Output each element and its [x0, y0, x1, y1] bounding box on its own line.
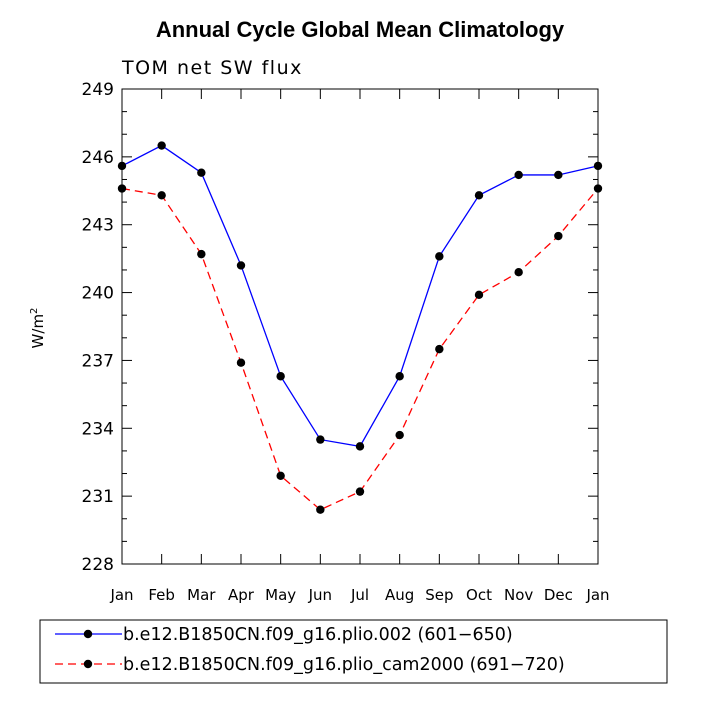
- series-1-point: [395, 372, 404, 381]
- x-tick-label: Oct: [466, 586, 492, 604]
- legend-box: [39, 619, 668, 684]
- series-1-point: [197, 168, 206, 177]
- y-tick-label: 234: [82, 419, 114, 439]
- series-2-point: [355, 487, 365, 496]
- x-tick-label: Apr: [228, 586, 255, 604]
- series-2-point: [395, 430, 404, 440]
- series-2-point: [316, 505, 325, 514]
- series-1-point: [157, 141, 166, 150]
- series-2-point: [593, 184, 603, 193]
- y-tick-label: 249: [82, 80, 114, 100]
- legend-label-2: b.e12.B1850CN.f09_g16.plio_cam2000 (691−…: [123, 655, 565, 675]
- series-1-point: [276, 372, 285, 381]
- legend: b.e12.B1850CN.f09_g16.plio.002 (601−650)…: [55, 625, 565, 675]
- x-tick-label: Nov: [504, 586, 533, 604]
- y-axis-label-superscript: 2: [29, 308, 40, 314]
- legend-marker-1: [83, 629, 93, 639]
- x-tick-label: May: [265, 586, 296, 604]
- series-2-point: [435, 344, 444, 354]
- y-tick-label: 243: [82, 216, 114, 236]
- series-1-point: [514, 170, 523, 180]
- y-tick-label: 246: [82, 148, 114, 168]
- y-tick-label: 231: [82, 487, 114, 507]
- x-tick-label: Jun: [308, 586, 332, 604]
- series-2-point: [117, 184, 127, 193]
- series-1-point: [236, 261, 246, 270]
- series-1-point: [435, 252, 444, 261]
- x-tick-label: Jul: [350, 586, 369, 604]
- series-1-point: [554, 170, 563, 180]
- series-1-point: [316, 435, 325, 444]
- y-tick-label: 240: [82, 284, 114, 304]
- series-2-point: [197, 249, 206, 259]
- legend-marker-2: [83, 659, 93, 669]
- x-tick-label: Dec: [544, 586, 573, 604]
- y-axis-label-main: W/m: [29, 314, 47, 349]
- x-tick-label: Mar: [187, 586, 216, 604]
- x-tick-label: Feb: [148, 586, 175, 604]
- series-2-point: [474, 290, 484, 300]
- series-1-point: [117, 161, 127, 171]
- legend-label-1: b.e12.B1850CN.f09_g16.plio.002 (601−650): [123, 625, 513, 645]
- series-line-1: [121, 144, 599, 448]
- y-tick-label: 237: [82, 351, 114, 371]
- series-1-point: [474, 191, 484, 200]
- series-1-point: [355, 442, 365, 451]
- x-tick-label: Jan: [585, 586, 609, 604]
- series-2-point: [157, 191, 166, 200]
- chart-subtitle: TOM net SW flux: [121, 57, 303, 79]
- series-2-point: [514, 268, 523, 277]
- y-axis-label: W/m2: [29, 308, 47, 349]
- series-2-point: [554, 231, 563, 241]
- series-line-2: [121, 187, 599, 511]
- plot-area: 228 231 234 237 240 243 246 249 Jan Feb Mar Apr May J…: [82, 80, 610, 604]
- x-tick-label: Sep: [425, 586, 453, 604]
- series-2-point: [276, 471, 285, 480]
- series-1-point: [593, 161, 603, 171]
- y-tick-label: 228: [82, 555, 114, 575]
- series-2-point: [236, 358, 246, 367]
- chart-title: Annual Cycle Global Mean Climatology: [156, 17, 565, 42]
- x-tick-label: Aug: [385, 586, 414, 604]
- x-tick-label: Jan: [109, 586, 133, 604]
